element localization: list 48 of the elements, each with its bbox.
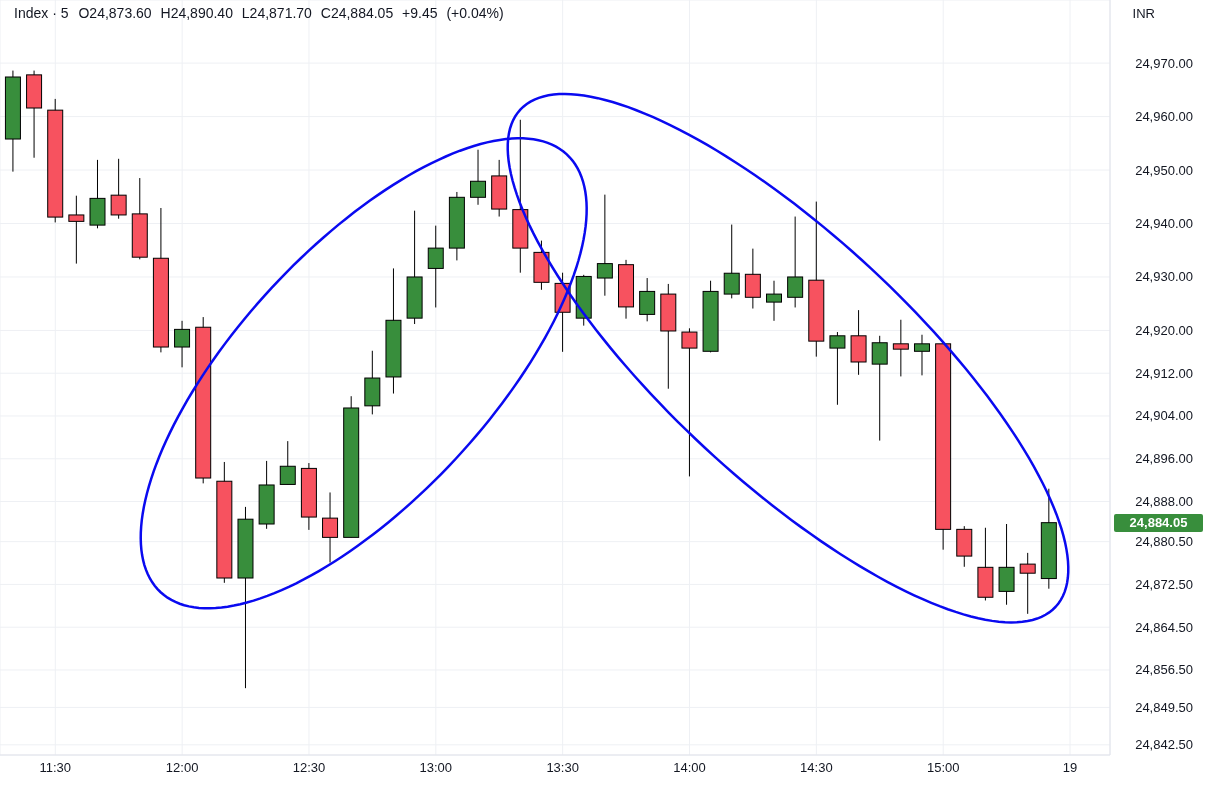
y-tick-label: 24,872.50 [1135, 576, 1193, 592]
y-tick-label: 24,970.00 [1135, 55, 1193, 71]
y-tick-label: 24,960.00 [1135, 109, 1193, 125]
candlestick [871, 335, 888, 442]
x-tick-label: 13:30 [546, 760, 579, 776]
x-tick-label: 12:00 [165, 760, 199, 776]
candlestick [829, 331, 846, 406]
candlestick [427, 225, 444, 308]
candlestick [913, 334, 930, 376]
candlestick [174, 320, 191, 368]
text: 24,884.05 [1114, 513, 1203, 532]
chart-subtitle: O24,873.60 H24,890.40 L24,871.70 C24,884.05 +9.45 (+0.04%) [78, 5, 504, 21]
y-tick-label: 24,888.00 [1135, 494, 1193, 510]
x-tick-label: 15:00 [926, 760, 960, 776]
x-tick-label: 12:30 [292, 760, 326, 776]
candlestick [766, 280, 782, 322]
y-tick-label: 24,856.50 [1135, 662, 1193, 678]
text: INR [1131, 5, 1156, 22]
candlestick [892, 319, 909, 377]
candlestick [470, 149, 487, 206]
x-tick-label: 14:30 [800, 760, 833, 776]
x-tick-label: 19 [1062, 760, 1078, 776]
candlestick [596, 194, 613, 297]
candlestick [1019, 552, 1036, 615]
candlestick [110, 158, 127, 220]
x-tick-label: 13:00 [419, 760, 453, 776]
candlestick [279, 440, 296, 485]
candlestick [68, 195, 85, 265]
candlestick [681, 327, 698, 477]
y-tick-label: 24,930.00 [1135, 269, 1193, 285]
y-tick-label: 24,912.00 [1135, 365, 1193, 381]
y-tick-label: 24,880.50 [1135, 534, 1193, 550]
x-tick-label: 14:00 [673, 760, 706, 776]
y-tick-label: 24,920.00 [1135, 322, 1193, 338]
candlestick [639, 277, 656, 322]
candlestick [322, 491, 339, 564]
y-tick-label: 24,896.00 [1135, 451, 1193, 467]
y-tick-label: 24,849.50 [1135, 699, 1193, 715]
chart-title: Index · 5 [14, 5, 69, 21]
y-tick-label: 24,842.50 [1135, 737, 1193, 753]
candlestick [723, 224, 740, 299]
candlestick [787, 216, 804, 308]
y-tick-label: 24,904.00 [1135, 408, 1193, 424]
candlestick [744, 248, 761, 310]
y-tick-label: 24,864.50 [1135, 619, 1193, 635]
y-tick-label: 24,940.00 [1135, 216, 1193, 232]
y-tick-label: 24,950.00 [1135, 162, 1193, 178]
x-tick-label: 11:30 [39, 760, 72, 776]
